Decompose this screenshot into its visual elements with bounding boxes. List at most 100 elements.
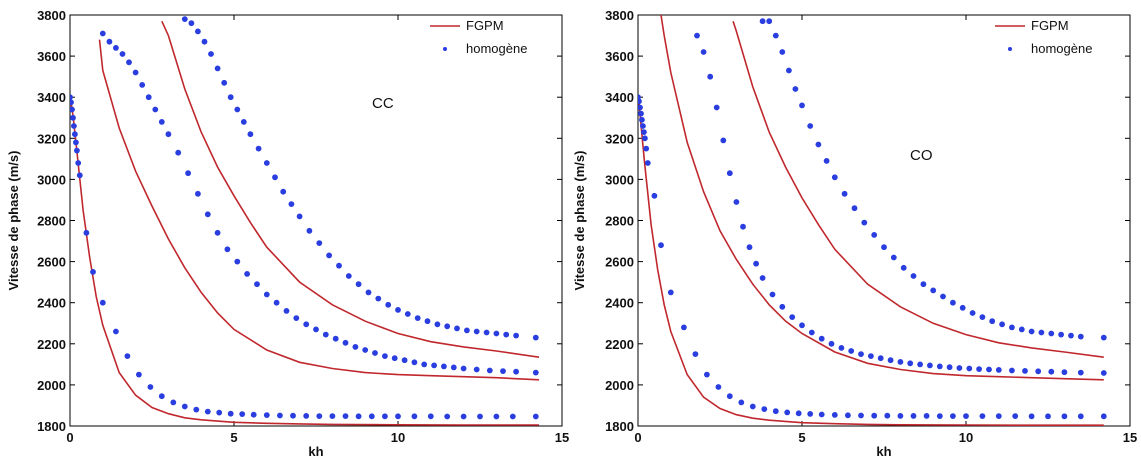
homogene-mode-1-point [795, 410, 802, 417]
homogene-mode-2-point [927, 362, 933, 369]
homogene-mode-3-point [1058, 331, 1064, 338]
homogene-mode-2-point [391, 355, 398, 362]
homogene-mode-1-point [70, 106, 75, 113]
homogene-mode-1-point [71, 123, 77, 129]
homogene-mode-3-point [181, 16, 188, 22]
homogene-mode-2-point [746, 244, 753, 251]
homogene-mode-2-point [1100, 370, 1107, 376]
homogene-mode-3-point [483, 329, 490, 336]
homogene-mode-2-point [700, 49, 707, 55]
homogene-mode-2-point [214, 229, 221, 236]
homogene-mode-1-point [204, 408, 211, 415]
homogene-mode-1-point [124, 353, 131, 359]
homogene-mode-3-point [464, 327, 470, 334]
homogene-mode-1-point [738, 399, 745, 406]
homogene-mode-1-point [70, 94, 73, 101]
homogene-mode-1-point [460, 413, 467, 420]
homogene-mode-3-point [779, 49, 786, 55]
fgpm-mode-1-line [638, 99, 1104, 426]
homogene-mode-2-point [431, 362, 437, 369]
homogene-mode-2-point [720, 137, 727, 144]
homogene-mode-3-point [513, 332, 519, 339]
homogene-mode-3-point [214, 65, 221, 72]
homogene-mode-2-point [818, 335, 825, 342]
homogene-mode-2-point [917, 361, 923, 368]
y-tick-label: 2800 [605, 214, 634, 229]
homogene-mode-1-point [147, 384, 154, 390]
homogene-mode-1-point [1061, 413, 1068, 420]
homogene-mode-3-point [288, 201, 295, 208]
homogene-mode-2-point [858, 351, 864, 357]
fgpm-mode-1-line [70, 99, 539, 426]
homogene-mode-3-point [1048, 330, 1055, 337]
homogene-mode-3-point [414, 315, 421, 321]
homogene-mode-2-point [332, 335, 339, 342]
homogene-mode-2-point [1035, 368, 1042, 375]
homogene-mode-1-point [382, 413, 388, 420]
homogene-mode-1-point [427, 413, 434, 420]
homogene-mode-2-point [113, 45, 119, 51]
homogene-mode-1-point [193, 406, 200, 413]
homogene-mode-1-point [70, 99, 74, 106]
case-annotation: CO [910, 147, 933, 164]
homogene-mode-1-point [936, 413, 943, 419]
homogene-mode-2-point [204, 211, 211, 218]
homogene-mode-2-point [322, 331, 329, 338]
homogene-mode-2-point [352, 344, 359, 350]
homogene-mode-3-point [1077, 333, 1084, 340]
homogene-mode-2-point [158, 119, 165, 125]
homogene-mode-1-point [638, 98, 642, 105]
homogene-mode-1-point [136, 371, 142, 378]
homogene-mode-2-point [293, 315, 300, 321]
homogene-mode-2-point [486, 367, 493, 374]
homogene-mode-2-point [99, 30, 106, 37]
homogene-mode-2-point [946, 364, 953, 371]
homogene-mode-3-point [851, 205, 858, 212]
homogene-mode-2-point [838, 345, 845, 351]
y-tick-label: 3800 [37, 8, 66, 23]
y-tick-label: 3200 [37, 131, 66, 146]
legend-fgpm-label: FGPM [1031, 18, 1069, 33]
homogene-mode-1-point [83, 229, 90, 236]
y-tick-label: 2600 [605, 255, 634, 270]
homogene-mode-1-point [90, 269, 96, 275]
homogene-mode-2-point [254, 281, 260, 288]
x-axis-label: kh [308, 444, 323, 459]
homogene-mode-3-point [861, 219, 868, 226]
y-tick-label: 2000 [37, 378, 66, 393]
homogene-mode-1-point [642, 135, 648, 142]
homogene-mode-1-point [807, 411, 814, 417]
homogene-mode-2-point [283, 308, 290, 314]
y-tick-label: 2200 [605, 337, 634, 352]
homogene-mode-1-point [70, 114, 76, 121]
homogene-mode-2-point [740, 223, 746, 230]
homogene-mode-3-point [1068, 332, 1074, 339]
x-tick-label: 15 [1123, 430, 1137, 445]
homogene-mode-3-point [1009, 324, 1015, 331]
homogene-mode-3-point [306, 227, 313, 234]
homogene-mode-3-point [208, 51, 214, 57]
homogene-mode-1-point [772, 408, 779, 415]
y-tick-label: 3000 [605, 172, 634, 187]
homogene-mode-2-point [779, 303, 786, 310]
homogene-mode-1-point [845, 412, 851, 419]
homogene-mode-3-point [979, 314, 986, 320]
homogene-mode-2-point [119, 51, 126, 57]
homogene-mode-3-point [296, 213, 303, 220]
homogene-mode-2-point [907, 360, 914, 367]
plot-data [70, 16, 540, 426]
homogene-mode-1-point [342, 413, 349, 419]
x-tick-label: 0 [634, 430, 641, 445]
homogene-mode-1-point [290, 412, 296, 419]
homogene-mode-2-point [460, 365, 467, 372]
homogene-mode-3-point [263, 160, 270, 166]
y-tick-label: 1800 [605, 419, 634, 434]
homogene-mode-1-point [950, 413, 956, 419]
homogene-mode-2-point [726, 170, 733, 177]
homogene-mode-1-point [75, 160, 82, 166]
homogene-mode-3-point [786, 67, 792, 74]
y-tick-label: 3600 [37, 49, 66, 64]
homogene-mode-3-point [841, 190, 848, 197]
homogene-mode-2-point [1022, 368, 1028, 374]
homogene-mode-1-point [532, 413, 539, 420]
